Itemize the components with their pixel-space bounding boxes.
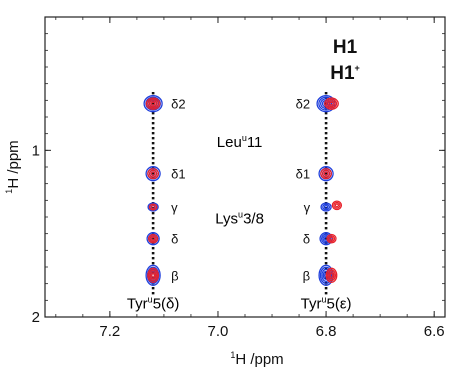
peak-h1plus	[327, 100, 336, 108]
x-axis-label: 1H /ppm	[230, 350, 283, 368]
peak-label-left: β	[171, 268, 178, 283]
peak-label-left: δ2	[171, 97, 185, 112]
peak-h1plus	[327, 235, 336, 243]
peak-label-right: δ1	[296, 167, 310, 182]
peak-h1plus	[321, 169, 331, 178]
plot-frame	[44, 16, 446, 318]
peak-label-left: γ	[171, 200, 178, 215]
peak-h1plus	[326, 269, 337, 282]
peak-label-right: δ2	[296, 97, 310, 112]
peak-h1plus	[147, 168, 160, 180]
peak-h1plus	[150, 101, 156, 106]
peak-h1	[146, 232, 160, 246]
peak-h1plus	[329, 236, 334, 241]
peak-h1plus	[334, 203, 340, 208]
x-tick-label: 7.0	[208, 323, 229, 340]
peak-h1	[319, 266, 333, 284]
peak-h1plus	[145, 97, 161, 110]
peak-h1plus	[326, 233, 337, 244]
peak-h1	[145, 166, 161, 182]
series-h1plus-peaks	[145, 97, 343, 283]
peak-h1plus	[150, 171, 156, 176]
peak-h1	[143, 95, 163, 113]
peak-h1plus	[323, 171, 329, 176]
x-tick-label: 6.6	[424, 323, 445, 340]
legend-entry: H1+	[330, 63, 360, 84]
peak-h1plus	[149, 235, 157, 243]
peak-label-right: δ	[303, 232, 310, 247]
residue-annotation: Lysu3/8	[215, 210, 264, 228]
axis-ticks	[45, 17, 445, 318]
plot-frame-group	[44, 16, 446, 318]
series-h1-peaks	[143, 95, 336, 286]
peak-h1plus	[150, 236, 156, 241]
peak-h1plus	[329, 272, 334, 278]
annotations: Leuu11 Lysu3/8	[215, 133, 264, 228]
y-tick-label: 1	[32, 142, 40, 159]
peak-h1plus	[147, 233, 159, 244]
strip-label: Tyru5(δ)	[127, 295, 180, 313]
peak-h1plus	[324, 97, 339, 110]
strip-label: Tyru5(ε)	[301, 295, 352, 313]
peak-label-left: δ	[171, 232, 178, 247]
peak-h1plus	[331, 200, 343, 211]
peak-h1plus	[148, 269, 158, 282]
y-axis-label: 1H /ppm	[4, 140, 22, 193]
peak-h1plus	[320, 168, 332, 180]
peak-h1plus	[325, 267, 338, 283]
peak-h1	[147, 202, 159, 212]
peak-h1plus	[328, 271, 335, 280]
peak-h1	[320, 202, 332, 212]
peak-label-left: δ1	[171, 167, 185, 182]
peak-h1	[323, 205, 329, 209]
x-tick-label: 7.2	[99, 323, 120, 340]
peak-h1plus	[147, 98, 159, 109]
peak-h1plus	[325, 98, 338, 109]
peak-h1plus	[333, 201, 341, 209]
peak-h1	[319, 232, 333, 246]
strip-lines: Tyru5(δ) Tyru5(ε)	[127, 92, 352, 313]
peak-h1plus	[149, 271, 157, 280]
peak-h1plus	[150, 204, 156, 210]
y-tick-label: 2	[32, 309, 40, 326]
residue-annotation: Leuu11	[217, 133, 263, 151]
peak-h1	[145, 264, 161, 286]
legend-entry: H1	[333, 37, 358, 58]
peak-h1plus	[148, 203, 158, 211]
peak-h1plus	[329, 101, 334, 106]
peak-h1plus	[149, 100, 158, 108]
peak-h1plus	[151, 272, 156, 278]
peak-label-right: β	[303, 268, 310, 283]
peak-h1plus	[147, 267, 160, 283]
peak-labels: δ2 δ2 δ1 δ1 γ γ δ δ β β	[171, 97, 310, 284]
peak-label-right: γ	[304, 200, 311, 215]
peak-h1plus	[148, 169, 158, 178]
peak-h1	[318, 166, 334, 182]
x-tick-label: 6.8	[316, 323, 337, 340]
tick-labels: 7.2 7.0 6.8 6.6 1 2	[32, 142, 445, 340]
peak-h1	[320, 98, 333, 110]
peak-h1	[322, 203, 331, 211]
